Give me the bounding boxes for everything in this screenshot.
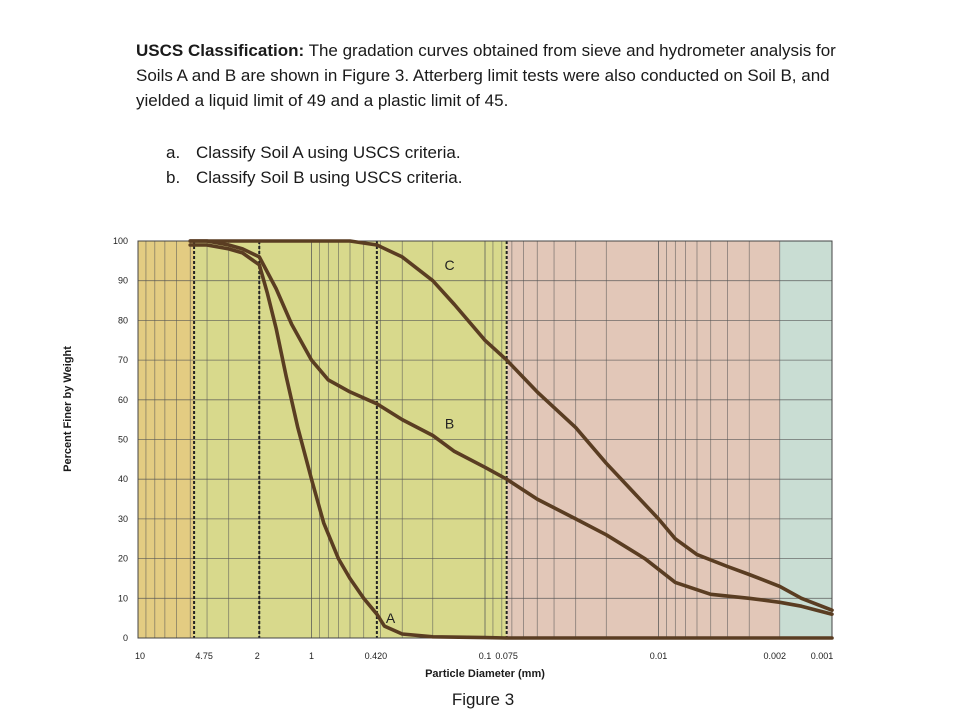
x-tick-label: 0.001	[811, 651, 834, 661]
part-text: Classify Soil B using USCS criteria.	[196, 168, 463, 187]
gradation-curve-c	[188, 239, 834, 612]
x-tick-label: 10	[135, 651, 145, 661]
y-axis-label: Percent Finer by Weight	[62, 346, 74, 472]
y-tick-label: 80	[118, 315, 128, 325]
x-tick-label: 0.01	[650, 651, 668, 661]
y-tick-label: 60	[118, 395, 128, 405]
curve-label-c: C	[445, 257, 455, 273]
curve-label-a: A	[386, 610, 396, 626]
curve-label-b: B	[445, 416, 454, 432]
figure-caption: Figure 3	[451, 690, 515, 709]
problem-body: The gradation curves obtained from sieve…	[136, 41, 836, 110]
question-part-b: b. Classify Soil B using USCS criteria.	[166, 165, 462, 190]
y-tick-label: 0	[123, 633, 128, 643]
question-part-a: a. Classify Soil A using USCS criteria.	[166, 140, 462, 165]
y-tick-label: 10	[118, 593, 128, 603]
gradation-curve-b	[188, 239, 834, 616]
x-tick-label: 0.002	[764, 651, 787, 661]
x-tick-label: 0.420	[365, 651, 388, 661]
y-tick-label: 50	[118, 435, 128, 445]
x-tick-label: 4.75	[195, 651, 213, 661]
problem-statement: USCS Classification: The gradation curve…	[136, 38, 876, 113]
y-tick-label: 90	[118, 276, 128, 286]
y-tick-label: 40	[118, 474, 128, 484]
problem-heading: USCS Classification:	[136, 41, 305, 60]
x-tick-label: 2	[255, 651, 260, 661]
x-tick-label: 0.1	[479, 651, 492, 661]
y-tick-label: 70	[118, 355, 128, 365]
part-label: a.	[166, 143, 181, 162]
part-text: Classify Soil A using USCS criteria.	[196, 143, 461, 162]
y-tick-label: 20	[118, 554, 128, 564]
x-tick-label: 1	[309, 651, 314, 661]
x-axis-label: Particle Diameter (mm)	[425, 668, 545, 680]
question-parts: a. Classify Soil A using USCS criteria. b…	[166, 140, 462, 190]
x-tick-label: 0.075	[495, 651, 518, 661]
y-tick-label: 100	[113, 236, 128, 246]
part-label: b.	[166, 168, 181, 187]
gradation-curve-a	[188, 243, 834, 640]
y-tick-label: 30	[118, 514, 128, 524]
